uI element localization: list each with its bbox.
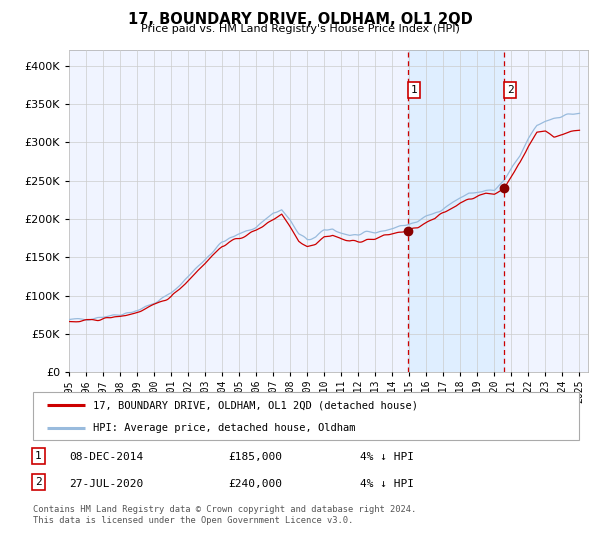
Text: 17, BOUNDARY DRIVE, OLDHAM, OL1 2QD (detached house): 17, BOUNDARY DRIVE, OLDHAM, OL1 2QD (det… [93,400,418,410]
Text: 08-DEC-2014: 08-DEC-2014 [69,452,143,463]
Text: 1: 1 [35,451,41,461]
Text: 1: 1 [410,85,418,95]
Bar [408,50,504,372]
Text: 2: 2 [35,477,41,487]
Text: 27-JUL-2020: 27-JUL-2020 [69,479,143,489]
Text: 4% ↓ HPI: 4% ↓ HPI [360,479,414,489]
Text: £185,000: £185,000 [228,452,282,463]
Text: Contains HM Land Registry data © Crown copyright and database right 2024.
This d: Contains HM Land Registry data © Crown c… [33,505,416,525]
Text: 4% ↓ HPI: 4% ↓ HPI [360,452,414,463]
Text: £240,000: £240,000 [228,479,282,489]
Text: 17, BOUNDARY DRIVE, OLDHAM, OL1 2QD: 17, BOUNDARY DRIVE, OLDHAM, OL1 2QD [128,12,472,27]
FancyBboxPatch shape [33,392,579,440]
Text: HPI: Average price, detached house, Oldham: HPI: Average price, detached house, Oldh… [93,423,356,433]
Text: Price paid vs. HM Land Registry's House Price Index (HPI): Price paid vs. HM Land Registry's House … [140,24,460,34]
Text: 2: 2 [506,85,514,95]
